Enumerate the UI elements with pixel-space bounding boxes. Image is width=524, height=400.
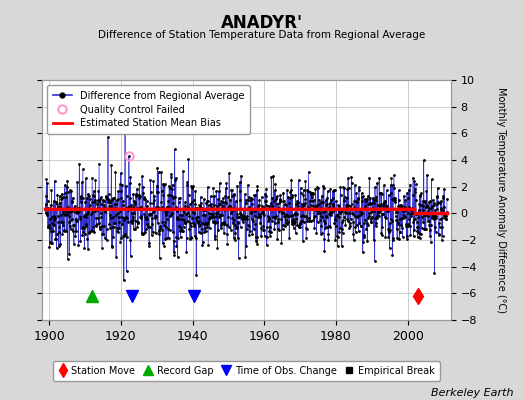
Text: Difference of Station Temperature Data from Regional Average: Difference of Station Temperature Data f… (99, 30, 425, 40)
Legend: Station Move, Record Gap, Time of Obs. Change, Empirical Break: Station Move, Record Gap, Time of Obs. C… (53, 361, 440, 380)
Text: ANADYR': ANADYR' (221, 14, 303, 32)
Legend: Difference from Regional Average, Quality Control Failed, Estimated Station Mean: Difference from Regional Average, Qualit… (47, 85, 250, 134)
Text: Berkeley Earth: Berkeley Earth (431, 388, 514, 398)
Y-axis label: Monthly Temperature Anomaly Difference (°C): Monthly Temperature Anomaly Difference (… (496, 87, 506, 313)
